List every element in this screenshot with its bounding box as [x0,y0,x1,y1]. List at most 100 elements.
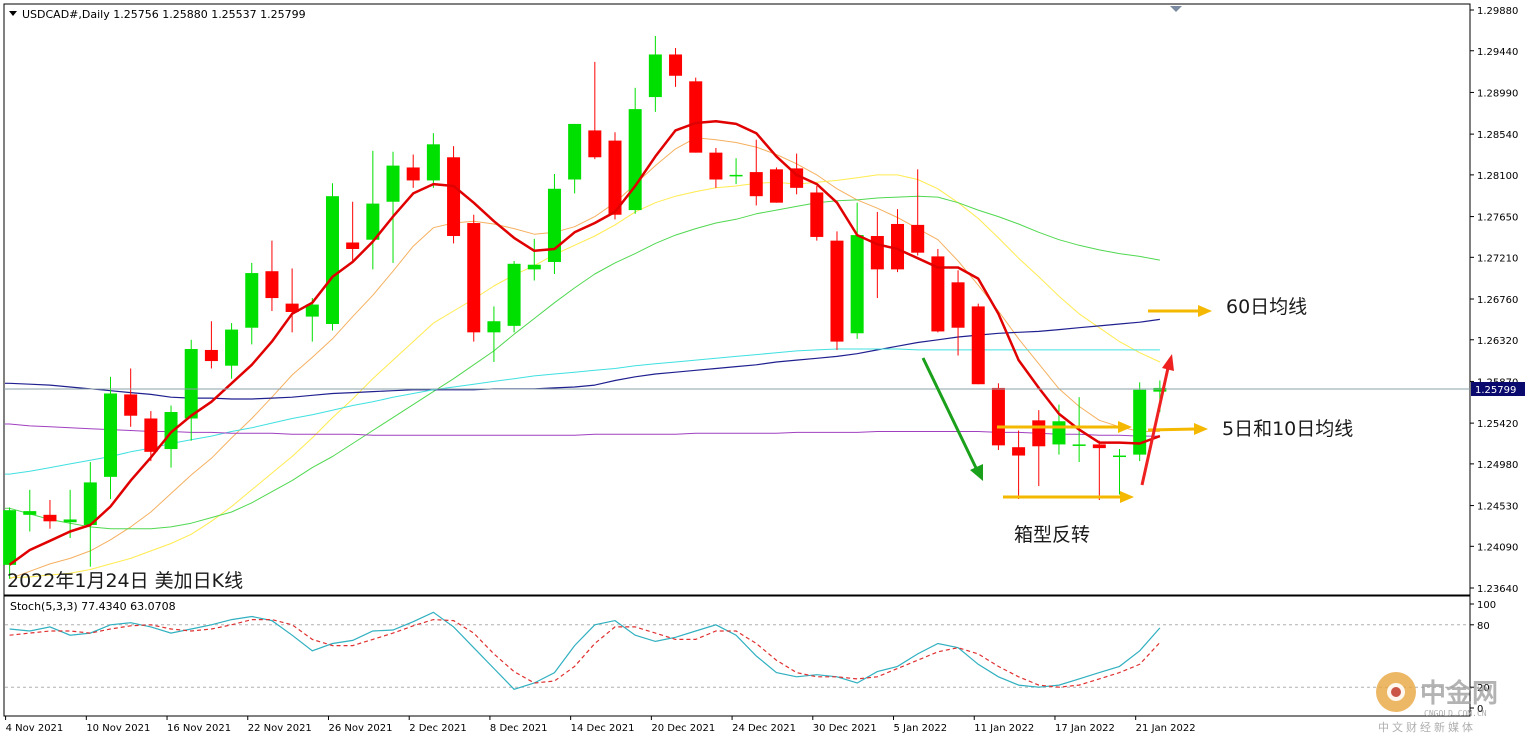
candle-body-bear [749,172,763,197]
candle-body-bear [991,387,1005,446]
collapse-triangle-icon[interactable] [9,11,17,16]
candle-body-bull [1153,387,1167,392]
price-tick-label: 1.27650 [1477,213,1518,224]
candle-body-bear [265,271,279,299]
candle-body-bear [285,303,299,312]
time-tick-label: 8 Dec 2021 [490,723,548,734]
candle-body-bull [164,412,178,450]
candle-body-bull [83,482,97,526]
price-tick-label: 1.29880 [1477,6,1518,17]
price-tick-label: 1.28990 [1477,88,1518,99]
down-trend-arrowhead [970,464,983,481]
price-tick-label: 1.23640 [1477,584,1518,595]
candle-body-bull [426,144,440,181]
candle-body-bull [225,329,239,366]
candle-body-bear [204,349,218,362]
down-trend-arrow [921,357,979,471]
candle-body-bull [23,511,37,515]
time-tick-label: 14 Dec 2021 [571,723,635,734]
candle-body-bull [1052,421,1066,445]
candle-body-bear [931,256,945,332]
price-tick-label: 1.28100 [1477,171,1518,182]
time-tick-label: 5 Jan 2022 [894,723,948,734]
candle-body-bull [729,174,743,177]
current-price-tag [1471,382,1525,396]
stoch-tick-label: 0 [1477,704,1483,715]
candle-body-bear [709,152,723,180]
stoch-tick-label: 20 [1477,683,1490,694]
candle-body-bear [447,157,461,237]
stoch-line-signal [9,618,1161,688]
candle-body-bull [366,203,380,240]
candle-body-bull [245,273,259,328]
price-tick-label: 1.24530 [1477,502,1518,513]
analysis-arrows [921,305,1212,503]
price-tick-label: 1.25420 [1477,419,1518,430]
candle-body-bull [568,123,582,180]
time-tick-label: 11 Jan 2022 [974,723,1034,734]
candle-body-bear [689,81,703,153]
ma5-10-arrow [1147,427,1197,432]
candle-body-bull [63,519,77,523]
ma5-10-annotation: 5日和10日均线 [1222,418,1353,440]
ma-line-ma60 [5,318,1160,400]
stoch-line-main [9,611,1161,690]
time-tick-label: 24 Dec 2021 [732,723,796,734]
logo-url-text: CNGOLD.COM.CN [1424,709,1487,718]
candle-body-bear [769,169,783,203]
candle-body-bear [1092,444,1106,449]
candle-body-bear [588,130,602,158]
price-tick-label: 1.24090 [1477,542,1518,553]
candle-body-bear [144,418,158,452]
logo-main-text: 中金网 [1420,678,1498,709]
candle-body-bear [124,394,138,416]
stochastic-oscillator [5,611,1469,690]
candle-body-bull [648,54,662,98]
candle-body-bull [184,349,198,419]
chart-caption: 2022年1月24日 美加日K线 [7,570,243,592]
price-tick-label: 1.24980 [1477,460,1518,471]
up-reversal-arrow [1140,367,1170,486]
candle-body-bear [911,224,925,253]
candle-body-bull [507,263,521,326]
candle-body-bear [951,282,965,328]
time-tick-label: 21 Jan 2022 [1136,723,1196,734]
candle-body-bear [1012,447,1026,456]
candle-body-bull [325,196,339,325]
candle-body-bear [43,514,57,522]
stoch-label: Stoch(5,3,3) 77.4340 63.0708 [10,600,176,613]
candle-body-bull [305,304,319,317]
candle-body-bear [608,140,622,215]
shift-marker-icon[interactable] [1170,6,1182,12]
ma60-annotation: 60日均线 [1226,296,1307,318]
candle-body-bull [850,235,864,334]
time-tick-label: 17 Jan 2022 [1055,723,1115,734]
current-price-tag-text: 1.25799 [1475,385,1516,396]
price-tick-label: 1.26760 [1477,295,1518,306]
time-tick-label: 2 Dec 2021 [409,723,467,734]
ma-line-ma5 [8,119,1161,566]
time-tick-label: 4 Nov 2021 [6,723,64,734]
candle-body-bull [487,321,501,333]
time-tick-label: 10 Nov 2021 [86,723,150,734]
candle-body-bull [386,165,400,202]
ma5-10-arrowhead [1194,423,1208,435]
price-tick-label: 1.26320 [1477,336,1518,347]
price-axis-ticks: 1.29880 1.29440 1.28990 1.28540 1.28100 1.276… [1470,6,1518,715]
candle-body-bull [3,510,17,565]
candle-body-bear [891,223,905,270]
candle-body-bull [1133,389,1147,455]
logo-emblem-core [1391,687,1401,697]
time-tick-label: 30 Dec 2021 [813,723,877,734]
box-top-arrowhead [1118,421,1132,433]
price-tick-label: 1.29440 [1477,47,1518,58]
stoch-panel-frame [3,595,1471,717]
candle-body-bear [830,240,844,342]
candle-body-bull [1113,455,1126,458]
candle-body-bear [467,223,481,333]
candle-body-bull [1072,444,1086,446]
ma60-arrowhead [1198,305,1212,317]
candle-body-bear [346,242,360,249]
up-reversal-arrowhead [1162,354,1174,371]
